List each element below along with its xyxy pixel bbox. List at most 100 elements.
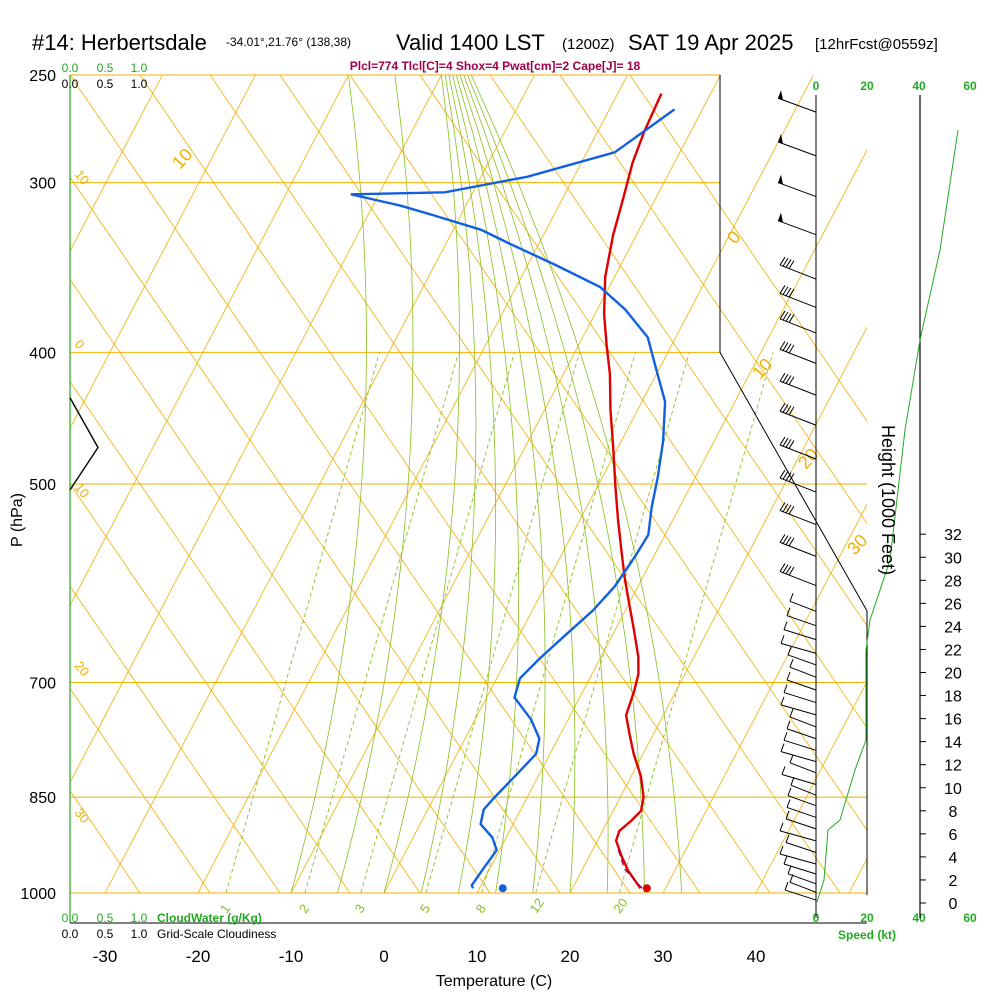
mixing-ratio-line (535, 352, 690, 894)
wind-barb (780, 635, 817, 654)
wind-barb (781, 766, 817, 785)
wind-barb-feather (788, 314, 795, 323)
wind-barb-feather (788, 537, 795, 547)
wind-barb-feather (780, 696, 785, 706)
temperature-surface-point (642, 884, 651, 893)
wind-barb-feather (783, 732, 788, 741)
wind-barb-feather (788, 344, 795, 354)
wind-barb-staff (787, 795, 817, 807)
wind-barb-staff (789, 666, 817, 678)
cloudiness-scale-bottom: 0.5 (97, 927, 114, 941)
wind-barb-feather (785, 810, 790, 820)
isotherm-line (70, 75, 256, 430)
height-tick-label: 20 (944, 666, 962, 683)
temperature-tick-label: 0 (379, 947, 388, 966)
wind-barb-feather (782, 503, 789, 513)
wind-barb-feather (782, 404, 789, 413)
wind-barb-feather (779, 372, 786, 382)
wind-barb-feather (785, 405, 792, 414)
moist-adiabat-line (420, 75, 477, 894)
wind-barb (777, 133, 817, 157)
wind-barb-feather (786, 720, 791, 729)
dry-adiabat-line (70, 585, 281, 894)
cloudiness-scale-bottom: 0.0 (62, 927, 79, 941)
wind-barb-feather (785, 287, 792, 297)
pressure-tick-label: 850 (29, 790, 56, 807)
wind-barb-staff (783, 863, 817, 875)
dry-adiabat-line (629, 75, 867, 422)
isotherm-label: 10 (168, 144, 196, 172)
mixing-ratio-label: 3 (352, 901, 368, 916)
wind-barb-feather (789, 658, 794, 668)
cloudiness-label: Grid-Scale Cloudiness (157, 927, 276, 941)
wind-barb (789, 658, 817, 678)
station-location: -34.01°,21.76° (138,38) (226, 35, 351, 49)
wind-barb-staff (780, 642, 817, 654)
wind-barb (789, 754, 817, 774)
wind-barb (779, 310, 817, 334)
adiabat-label: 20 (72, 658, 93, 679)
wind-barb-staff (779, 541, 817, 557)
cloudwater-scale-top: 0.0 (62, 61, 79, 75)
cloudiness-scale-top: 0.5 (97, 77, 114, 91)
wind-barb-staff (783, 629, 817, 641)
moist-adiabat-line (470, 75, 682, 894)
wind-barb-feather (779, 256, 786, 266)
wind-barb-pennant (778, 133, 783, 144)
wind-barb (779, 502, 817, 526)
wind-barb-feather (783, 684, 788, 693)
wind-barb-feather (785, 259, 792, 268)
speed-tick-top: 0 (813, 79, 820, 93)
isotherm-line (848, 857, 867, 894)
wind-barb-feather (786, 671, 791, 681)
stability-indices: Plcl=774 Tlcl[C]=4 Shox=4 Pwat[cm]=2 Cap… (350, 59, 641, 73)
wind-barb-staff (779, 348, 817, 364)
wind-barb (785, 834, 817, 853)
valid-time: Valid 1400 LST (396, 30, 545, 55)
wind-barb-staff (777, 97, 817, 113)
wind-barb-staff (784, 889, 817, 901)
sounding-series (350, 93, 676, 893)
isotherm-line (70, 75, 163, 252)
wind-barb-feather (779, 502, 786, 511)
wind-barb-feather (788, 473, 795, 482)
temperature-tick-label: 20 (561, 947, 580, 966)
wind-barb (779, 534, 817, 557)
wind-barb (783, 732, 817, 751)
plot-outline (69, 75, 868, 924)
wind-barb-feather (782, 471, 789, 480)
wind-barb-feather (786, 607, 791, 616)
temperature-tick-label: -10 (279, 947, 304, 966)
mixing-ratio-label: 2 (296, 901, 312, 916)
mixing-ratio-label: 8 (473, 901, 489, 916)
wind-barb-feather (788, 406, 795, 416)
isotherm-line (755, 680, 867, 894)
wind-barb-staff (777, 220, 817, 236)
wind-barb (787, 865, 817, 885)
wind-barb (779, 469, 817, 493)
pressure-tick-label: 250 (29, 68, 56, 85)
wind-barb-staff (786, 679, 817, 691)
wind-barb-feather (784, 881, 789, 891)
wind-barb (785, 810, 817, 830)
temperature-tick-label: -30 (93, 947, 118, 966)
wind-barb-staff (785, 818, 817, 830)
wind-barb-feather (787, 865, 792, 874)
temperature-line (602, 93, 663, 889)
wind-barb-staff (790, 784, 817, 796)
wind-barb-feather (779, 534, 786, 543)
wind-barb-feather (788, 440, 795, 449)
wind-barb (789, 874, 817, 893)
moist-adiabat-line (290, 75, 367, 894)
wind-barb-staff (781, 773, 817, 785)
wind-barb-feather (779, 469, 786, 479)
pressure-tick-label: 700 (29, 676, 56, 693)
isotherm-label: 20 (794, 444, 822, 472)
wind-barb-feather (788, 566, 795, 576)
parcel-line (616, 846, 643, 889)
wind-barb (783, 855, 817, 875)
mixing-ratio-line (618, 352, 774, 894)
wind-barb-staff (789, 600, 817, 612)
mixing-ratio-line (304, 352, 460, 894)
